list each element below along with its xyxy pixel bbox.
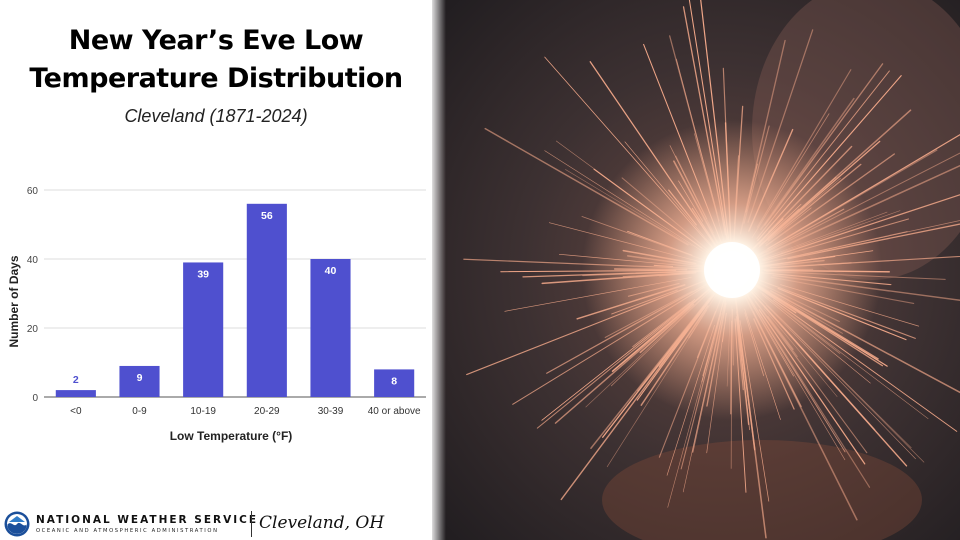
bar — [374, 369, 415, 397]
y-tick-label: 40 — [27, 255, 39, 266]
footer: NATIONAL WEATHER SERVICE OCEANIC AND ATM… — [0, 505, 432, 540]
x-tick-label: 20-29 — [254, 406, 280, 417]
bar — [246, 203, 287, 397]
bar — [310, 259, 351, 397]
office-name: Cleveland, OH — [259, 513, 385, 533]
y-tick-label: 0 — [32, 393, 38, 404]
title-line-2: Temperature Distribution — [29, 63, 403, 94]
data-label: 56 — [261, 210, 273, 222]
x-tick-label: 30-39 — [318, 406, 344, 417]
left-panel: New Year’s Eve Low Temperature Distribut… — [0, 0, 432, 540]
bar — [119, 365, 160, 397]
noaa-logo-icon — [4, 511, 30, 537]
agency-name: NATIONAL WEATHER SERVICE — [36, 514, 259, 526]
x-axis-title: Low Temperature (°F) — [170, 429, 293, 443]
data-label: 9 — [137, 372, 143, 384]
sparkler-photo — [432, 0, 960, 540]
data-label: 8 — [391, 375, 397, 387]
page-title: New Year’s Eve Low Temperature Distribut… — [0, 22, 432, 98]
data-label: 2 — [73, 374, 79, 386]
data-label: 40 — [325, 265, 337, 277]
bar — [55, 390, 96, 397]
page-subtitle: Cleveland (1871-2024) — [124, 106, 308, 126]
y-tick-label: 60 — [27, 186, 39, 197]
x-tick-label: 10-19 — [190, 406, 216, 417]
agency-subname: OCEANIC AND ATMOSPHERIC ADMINISTRATION — [36, 528, 219, 534]
x-tick-label: 0-9 — [132, 406, 147, 417]
bar — [183, 262, 224, 397]
data-label: 39 — [197, 268, 209, 280]
x-tick-label: 40 or above — [368, 406, 421, 417]
y-axis-title: Number of Days — [7, 255, 21, 347]
bar-chart: 0 20 40 60 2 <0 9 0-9 39 10-19 56 20-29 40 30-39 8 40 o… — [7, 186, 426, 443]
y-tick-label: 20 — [27, 324, 39, 335]
title-line-1: New Year’s Eve Low — [68, 25, 364, 56]
footer-divider — [251, 511, 252, 537]
x-tick-label: <0 — [70, 406, 82, 417]
